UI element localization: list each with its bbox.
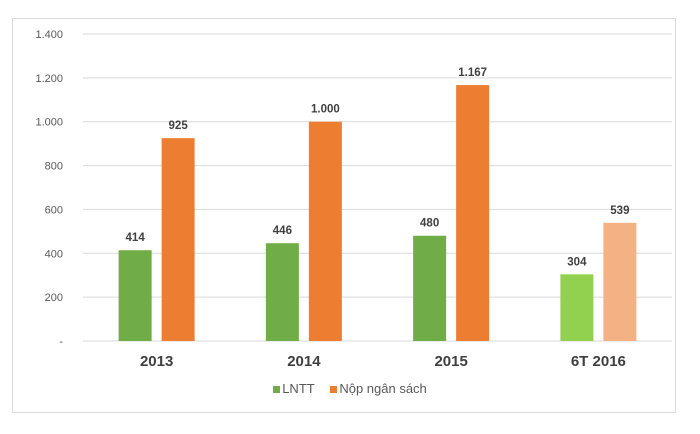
data-label: 446 xyxy=(273,225,292,237)
y-tick-label: 1.000 xyxy=(35,117,63,129)
x-tick-label: 2015 xyxy=(434,353,467,370)
y-tick-label: 800 xyxy=(45,161,63,173)
data-label: 925 xyxy=(169,120,189,132)
y-tick-label: 200 xyxy=(45,292,63,304)
data-label: 539 xyxy=(610,205,629,217)
legend-swatch-nop-ngan-sach xyxy=(330,386,338,394)
legend: LNTT Nộp ngân sách xyxy=(0,381,700,396)
bar-nop-ngan-sach xyxy=(161,138,195,341)
y-tick-label: - xyxy=(59,336,63,348)
legend-label-lntt: LNTT xyxy=(282,381,315,396)
bar-lntt xyxy=(265,243,299,341)
legend-swatch-lntt xyxy=(273,386,281,394)
legend-item-nop-ngan-sach: Nộp ngân sách xyxy=(330,381,427,396)
bar-nop-ngan-sach xyxy=(308,121,342,341)
y-tick-label: 1.200 xyxy=(35,73,63,85)
data-label: 414 xyxy=(126,232,146,244)
x-tick-label: 6T 2016 xyxy=(571,353,626,370)
bar-nop-ngan-sach xyxy=(603,222,637,341)
chart-frame xyxy=(12,18,676,413)
y-tick-label: 1.400 xyxy=(35,29,63,41)
data-label: 480 xyxy=(420,218,439,230)
legend-label-nop-ngan-sach: Nộp ngân sách xyxy=(339,381,427,396)
x-tick-label: 2014 xyxy=(287,353,321,370)
data-label: 1.167 xyxy=(458,67,487,79)
data-label: 304 xyxy=(567,256,587,268)
bar-lntt xyxy=(118,250,152,341)
bar-lntt xyxy=(413,235,447,341)
bar-nop-ngan-sach xyxy=(456,85,490,342)
x-tick-label: 2013 xyxy=(140,353,173,370)
data-label: 1.000 xyxy=(311,104,340,116)
legend-item-lntt: LNTT xyxy=(273,381,315,396)
y-tick-label: 600 xyxy=(45,204,63,216)
y-tick-label: 400 xyxy=(45,248,63,260)
bar-lntt xyxy=(560,274,594,341)
